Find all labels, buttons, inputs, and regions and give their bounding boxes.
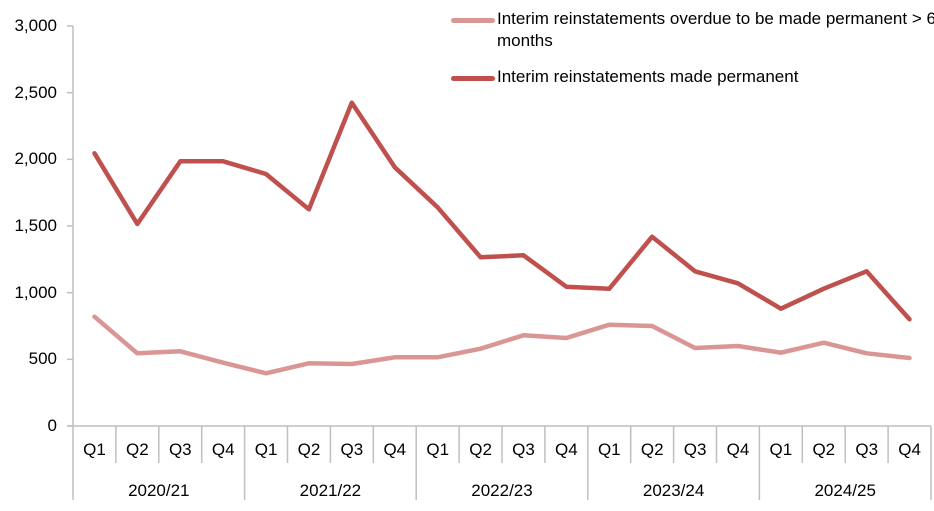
year-label: 2022/23 [471, 481, 533, 500]
series-line-overdue [92, 314, 912, 376]
series-line-made-permanent [92, 100, 912, 322]
quarter-label: Q2 [126, 440, 149, 459]
y-tick-label: 1,000 [14, 282, 57, 302]
year-label: 2020/21 [128, 481, 190, 500]
quarter-label: Q1 [769, 440, 793, 459]
legend-swatch-dark-red [451, 76, 495, 81]
quarter-label: Q3 [855, 440, 879, 459]
quarter-label: Q4 [383, 440, 407, 459]
legend-item-made-permanent: Interim reinstatements made permanent [451, 66, 921, 88]
quarter-label: Q1 [83, 440, 106, 459]
y-tick-label: 3,000 [14, 16, 57, 35]
quarter-label: Q2 [297, 440, 321, 459]
year-label: 2021/22 [299, 481, 362, 500]
quarter-label: Q2 [640, 440, 664, 459]
y-tick-label: 1,500 [14, 216, 57, 235]
legend-item-overdue: Interim reinstatements overdue to be mad… [451, 8, 934, 52]
quarter-label: Q2 [469, 440, 492, 459]
year-label: 2024/25 [814, 481, 876, 500]
y-tick-label: 0 [47, 416, 57, 435]
quarter-label: Q3 [168, 440, 192, 459]
chart-axes [67, 25, 932, 500]
quarter-label: Q3 [340, 440, 364, 459]
quarter-label: Q4 [211, 440, 235, 459]
quarter-label: Q3 [512, 440, 535, 459]
year-label: 2023/24 [642, 481, 705, 500]
legend-label: Interim reinstatements made permanent [497, 67, 799, 86]
chart-series [92, 100, 912, 376]
legend-swatch-light-red [451, 18, 495, 23]
quarter-label: Q1 [254, 440, 278, 459]
y-tick-label: 2,000 [14, 149, 57, 169]
quarter-label: Q4 [555, 440, 578, 459]
y-tick-label: 500 [28, 349, 57, 369]
quarter-label: Q4 [726, 440, 750, 459]
quarter-label: Q4 [898, 440, 921, 459]
quarter-label: Q3 [683, 440, 707, 459]
legend: Interim reinstatements overdue to be mad… [451, 8, 934, 88]
y-tick-label: 2,500 [14, 82, 57, 102]
quarter-label: Q2 [812, 440, 836, 459]
quarter-label: Q1 [426, 440, 450, 459]
legend-label: Interim reinstatements overdue to be mad… [497, 9, 934, 50]
quarter-label: Q1 [597, 440, 621, 459]
